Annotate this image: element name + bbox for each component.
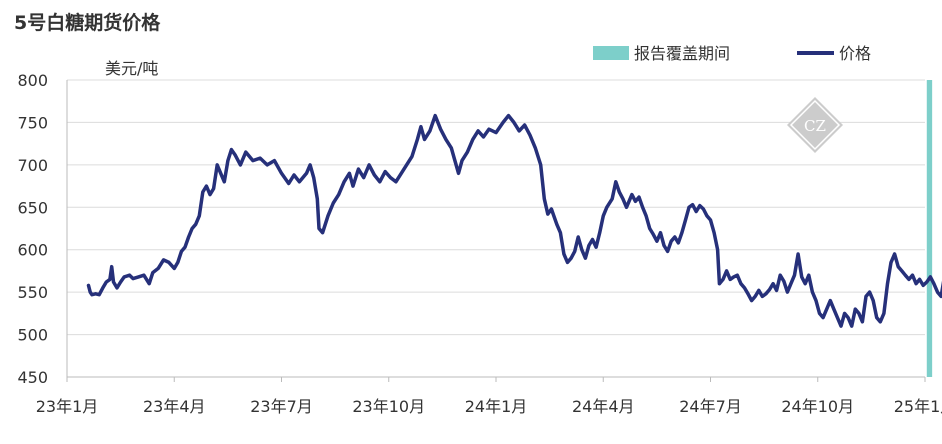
y-tick-label: 450: [17, 368, 48, 387]
y-tick-label: 750: [17, 113, 48, 132]
y-tick-label: 500: [17, 326, 48, 345]
price-series-line: [86, 113, 942, 328]
legend-label-highlight: 报告覆盖期间: [634, 44, 730, 63]
y-tick-label: 800: [17, 71, 48, 90]
legend: 报告覆盖期间 价格: [593, 44, 871, 63]
x-tick-label: 24年1月: [465, 397, 528, 416]
x-tick-label: 24年4月: [572, 397, 635, 416]
x-tick-label: 23年7月: [250, 397, 313, 416]
x-tick-label: 23年4月: [143, 397, 206, 416]
y-axis-label: 美元/吨: [105, 59, 158, 78]
y-tick-label: 700: [17, 156, 48, 175]
x-tick-label: 23年1月: [36, 397, 99, 416]
svg-text:CZ: CZ: [804, 117, 826, 135]
gridlines: [67, 79, 925, 336]
chart-title: 5号白糖期货价格: [14, 12, 161, 34]
y-tick-label: 600: [17, 241, 48, 260]
x-axis-ticks: 23年1月 23年4月 23年7月 23年10月 24年1月 24年4月 24年7月 24年1…: [36, 377, 942, 416]
y-axis-ticks: 800 750 700 650 600 550 500 450: [17, 71, 48, 387]
y-tick-label: 550: [17, 283, 48, 302]
highlight-band: [926, 80, 933, 377]
report-period-band: [926, 80, 933, 377]
legend-swatch-highlight: [593, 46, 629, 60]
legend-label-price: 价格: [839, 44, 871, 63]
x-tick-label: 24年10月: [781, 397, 854, 416]
x-tick-label: 25年1月: [894, 397, 942, 416]
x-tick-label: 24年7月: [679, 397, 742, 416]
y-tick-label: 650: [17, 198, 48, 217]
series-line-group: [86, 113, 942, 328]
cz-watermark-logo: CZ: [787, 97, 843, 153]
x-tick-label: 23年10月: [352, 397, 425, 416]
